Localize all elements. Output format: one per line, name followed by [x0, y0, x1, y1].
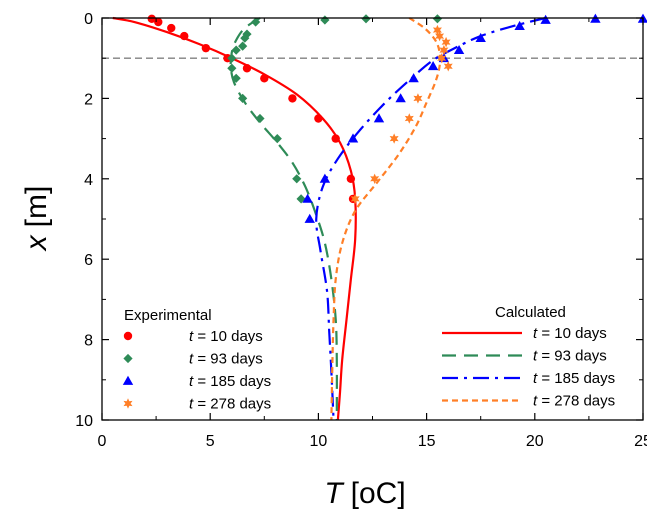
calculated-line-2	[315, 16, 546, 421]
y-tick-label: 6	[84, 252, 93, 269]
experimental-point-2-9	[395, 93, 406, 103]
experimental-point-1-3	[251, 17, 261, 27]
y-axis-title: x [m]	[20, 186, 53, 253]
x-tick-label: 0	[98, 433, 107, 450]
experimental-point-2-11	[347, 133, 359, 143]
experimental-point-0-6	[242, 64, 252, 73]
experimental-point-3-4	[437, 53, 447, 64]
experimental-point-0-2	[167, 23, 176, 33]
experimental-point-0-4	[201, 43, 211, 53]
experimental-point-0-10	[331, 134, 340, 143]
experimental-point-0-3	[180, 31, 189, 41]
legend-calculated-label-2: t = 185 days	[533, 370, 615, 387]
y-tick-label: 0	[84, 11, 93, 28]
legend-calculated-label-0: t = 10 days	[533, 325, 607, 342]
experimental-point-2-4	[475, 32, 486, 42]
experimental-point-1-14	[292, 174, 302, 184]
experimental-point-3-1	[435, 30, 445, 42]
experimental-point-0-0	[147, 14, 156, 24]
x-axis-unit: [oC]	[351, 477, 406, 510]
legend-experimental-label-0: t = 10 days	[189, 328, 263, 345]
experimental-point-1-1	[361, 14, 371, 24]
x-axis-title: T [oC]	[324, 477, 405, 510]
experimental-point-1-8	[227, 53, 237, 63]
experimental-point-0-11	[346, 174, 356, 183]
experimental-point-3-5	[443, 61, 453, 72]
experimental-point-2-2	[540, 14, 551, 24]
experimental-point-2-10	[373, 113, 385, 123]
experimental-point-1-5	[240, 33, 250, 43]
legend-experimental-title: Experimental	[124, 307, 212, 324]
x-tick-label: 10	[310, 433, 328, 450]
legend-calculated-title: Calculated	[495, 304, 566, 321]
legend-experimental-marker-3	[123, 398, 133, 409]
y-tick-label: 2	[84, 91, 93, 108]
experimental-point-2-7	[427, 61, 439, 71]
legend-calculated-label-3: t = 278 days	[533, 393, 615, 410]
experimental-point-3-6	[413, 93, 423, 104]
legends: Experimental t = 10 days t = 93 days t = 18…	[122, 304, 615, 413]
experimental-point-0-7	[260, 74, 269, 83]
y-axis-unit: [m]	[20, 186, 53, 228]
x-tick-label: 25	[634, 433, 647, 450]
experimental-point-2-13	[302, 193, 313, 203]
x-tick-label: 20	[526, 433, 544, 450]
experimental-point-1-9	[227, 63, 237, 73]
experimental-point-1-13	[272, 134, 282, 144]
legend-experimental-marker-1	[123, 353, 133, 364]
experimental-point-0-8	[288, 94, 297, 103]
experimental-point-2-5	[453, 44, 465, 55]
experimental-point-3-2	[441, 36, 451, 48]
experimental-point-0-9	[314, 114, 323, 123]
experimental-point-3-3	[439, 44, 449, 56]
legend-experimental-marker-2	[122, 375, 134, 385]
x-axis-variable: T	[324, 477, 345, 510]
experimental-point-0-1	[154, 17, 163, 27]
y-axis-variable: x	[20, 234, 53, 252]
calculated-line-3	[330, 17, 442, 421]
experimental-point-3-9	[370, 173, 380, 184]
experimental-point-3-8	[389, 133, 399, 144]
x-tick-label: 15	[418, 433, 436, 450]
legend-experimental-label-3: t = 278 days	[189, 396, 271, 413]
experimental-point-3-10	[350, 193, 360, 205]
experimental-point-2-14	[304, 213, 315, 223]
experimental-point-1-10	[231, 73, 241, 83]
y-tick-label: 4	[84, 172, 93, 189]
calculated-line-1	[229, 17, 338, 421]
experimental-point-1-12	[255, 113, 265, 124]
experimental-point-1-11	[238, 93, 248, 103]
legend-experimental-label-1: t = 93 days	[189, 351, 263, 368]
y-tick-label: 8	[84, 333, 93, 350]
experimental-point-1-0	[432, 14, 443, 24]
experimental-point-3-0	[432, 24, 442, 36]
plot-area	[102, 13, 647, 421]
experimental-point-2-3	[514, 20, 525, 30]
axes: 0 5 10 15 20 25 0 2 4 6 8 10	[75, 11, 647, 450]
legend-experimental-label-2: t = 185 days	[189, 373, 271, 390]
experimental-point-2-8	[408, 73, 419, 83]
x-tick-label: 5	[206, 433, 215, 450]
experimental-point-2-12	[319, 173, 331, 183]
experimental-point-3-7	[404, 113, 414, 124]
experimental-point-1-6	[238, 41, 248, 51]
legend-experimental-marker-0	[123, 331, 133, 341]
legend-calculated-label-1: t = 93 days	[533, 348, 607, 365]
calculated-line-0	[112, 16, 357, 421]
y-tick-label: 10	[75, 413, 93, 430]
experimental-point-1-7	[231, 45, 241, 55]
experimental-point-1-2	[320, 15, 330, 25]
